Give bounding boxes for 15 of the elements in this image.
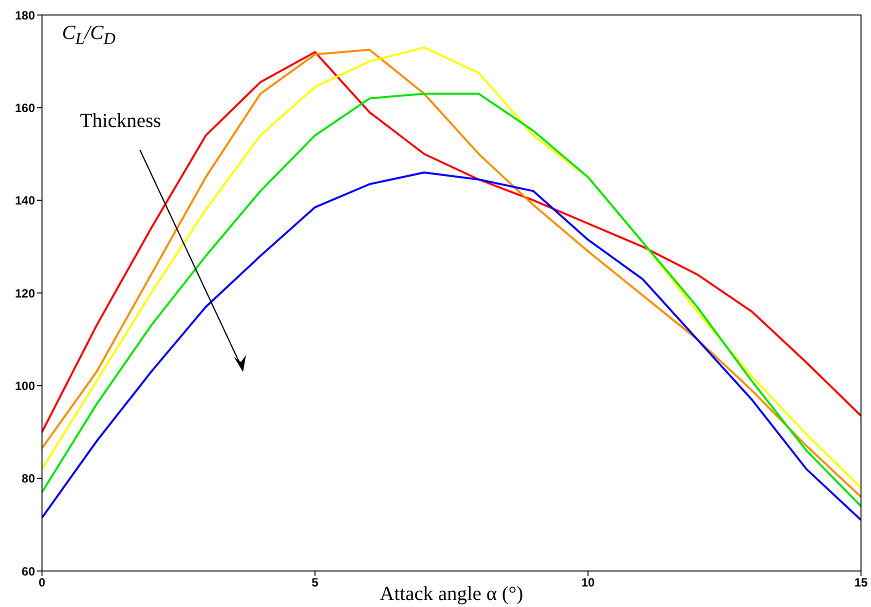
y-tick-label: 160 <box>14 100 36 115</box>
line-series <box>42 172 861 522</box>
x-tick-label: 0 <box>38 576 46 590</box>
x-tick-label: 5 <box>312 576 319 590</box>
y-tick-label: 140 <box>14 194 36 208</box>
y-tick-label: 60 <box>22 564 36 578</box>
annotation: Thickness <box>80 110 162 133</box>
y-tick-label: 180 <box>14 8 36 22</box>
x-axis-title: Attack angle α (°) <box>380 583 524 605</box>
y-tick-label: 80 <box>22 472 36 486</box>
x-tick-label: 15 <box>854 576 868 590</box>
y-tick-label: 100 <box>14 378 36 393</box>
y-axis-title: C$_{L}$/C$_{D}$ <box>62 22 116 49</box>
y-tick-label: 120 <box>14 286 36 300</box>
x-tick-label: 10 <box>581 576 595 590</box>
